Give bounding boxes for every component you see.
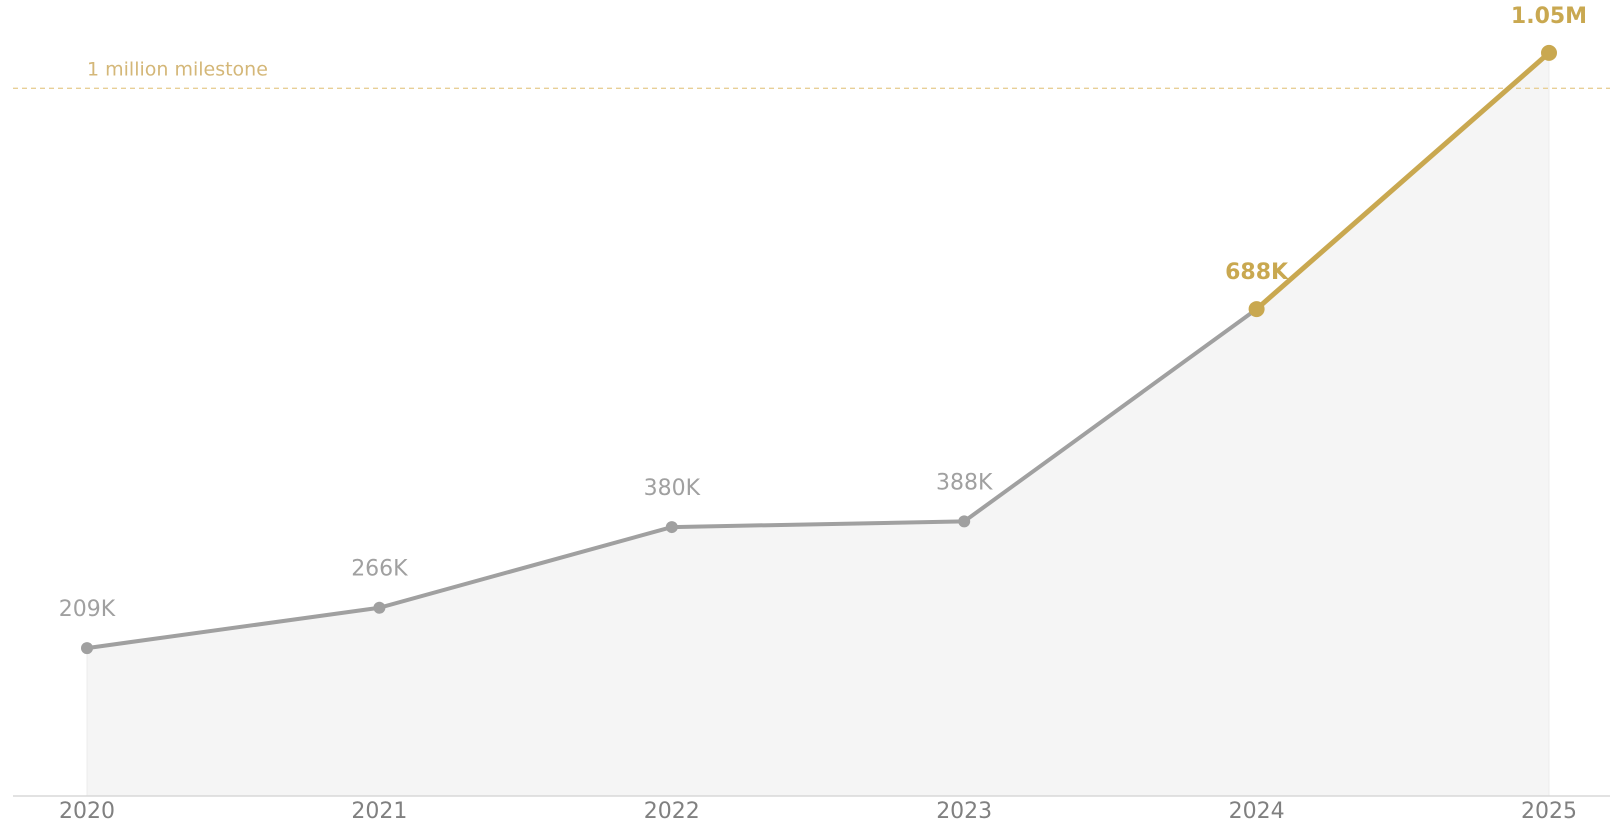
x-tick-label-2021: 2021 <box>351 799 407 822</box>
data-point-2022 <box>665 521 678 534</box>
line-segment-2023-2024 <box>962 307 1259 524</box>
line-segment-2020-2021 <box>85 605 382 651</box>
data-label-2023: 388K <box>936 470 993 495</box>
data-point-2021 <box>373 601 386 614</box>
data-point-2023 <box>958 515 971 528</box>
line-segment-2022-2023 <box>669 519 967 530</box>
line-segment-2021-2022 <box>377 525 674 610</box>
data-label-2020: 209K <box>59 597 116 622</box>
area-fill <box>87 52 1549 797</box>
data-point-2025 <box>1541 44 1557 61</box>
data-label-2021: 266K <box>351 557 408 582</box>
x-tick-label-2024: 2024 <box>1229 799 1285 822</box>
data-label-2022: 380K <box>644 476 701 501</box>
data-point-2020 <box>81 642 93 655</box>
reference-line-label: 1 million milestone <box>87 58 268 80</box>
line-segment-2024-2025 <box>1254 50 1552 312</box>
data-label-2024: 688K <box>1225 260 1289 285</box>
x-tick-label-2023: 2023 <box>936 799 992 822</box>
x-tick-label-2022: 2022 <box>644 799 700 822</box>
data-point-2024 <box>1248 301 1265 318</box>
data-label-2025: 1.05M <box>1511 4 1587 29</box>
x-tick-label-2025: 2025 <box>1521 799 1577 822</box>
x-tick-label-2020: 2020 <box>59 799 115 822</box>
